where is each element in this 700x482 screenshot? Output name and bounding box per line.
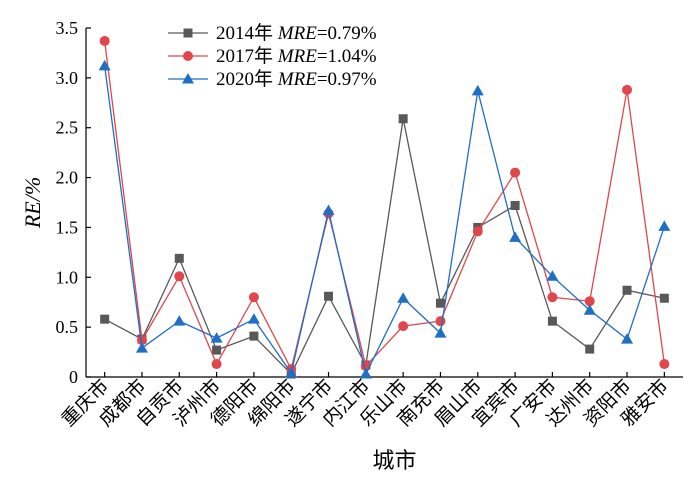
data-point <box>249 331 259 341</box>
data-point <box>248 292 259 303</box>
legend-mre-label: MRE <box>277 46 317 67</box>
series-line <box>104 65 665 376</box>
data-point <box>510 200 520 210</box>
legend-label: 2020年 MRE=0.97% <box>216 68 377 90</box>
data-point <box>136 335 147 346</box>
data-point <box>322 204 335 215</box>
data-point <box>659 359 670 370</box>
data-point <box>585 344 595 354</box>
data-point <box>471 84 484 96</box>
data-point <box>510 167 521 178</box>
data-point <box>434 327 447 338</box>
x-axis-title: 城市 <box>372 448 416 473</box>
data-point <box>183 28 193 38</box>
legend-mre-label: MRE <box>277 69 317 90</box>
data-point <box>183 51 193 61</box>
data-point <box>622 84 633 95</box>
data-point <box>398 114 408 124</box>
data-point <box>397 292 410 303</box>
y-tick-label: 1.5 <box>56 217 79 237</box>
data-point <box>182 73 194 84</box>
data-point <box>435 316 446 327</box>
legend-label: 2017年 MRE=1.04% <box>216 45 377 67</box>
y-tick-label: 0 <box>69 367 78 387</box>
data-point <box>285 367 298 378</box>
data-point <box>98 59 111 71</box>
series-2 <box>98 59 671 379</box>
data-point <box>212 345 222 355</box>
y-tick-label: 2.0 <box>56 168 79 188</box>
data-point <box>546 270 559 281</box>
series-line <box>104 40 665 371</box>
series-line <box>104 118 665 376</box>
legend-item: 2014年 MRE=0.79% <box>168 22 377 44</box>
legend: 2014年 MRE=0.79%2017年 MRE=1.04%2020年 MRE=… <box>168 22 377 90</box>
data-point <box>135 342 148 353</box>
data-point <box>210 332 223 343</box>
legend-year: 2014年 <box>216 22 278 44</box>
data-point <box>435 298 445 308</box>
data-point <box>211 359 222 370</box>
data-point <box>398 321 409 332</box>
data-point <box>324 291 334 301</box>
y-tick-label: 0.5 <box>56 317 79 337</box>
data-point <box>99 35 110 46</box>
data-point <box>583 304 596 315</box>
data-point <box>659 293 669 303</box>
data-point <box>547 316 557 326</box>
data-point <box>173 315 186 326</box>
data-point <box>658 220 671 231</box>
data-point <box>584 296 595 307</box>
data-point <box>509 231 522 242</box>
legend-item: 2017年 MRE=1.04% <box>168 45 377 67</box>
data-point <box>547 292 558 303</box>
legend-year: 2020年 <box>216 68 278 90</box>
data-point <box>359 368 372 379</box>
legend-mre-value: =0.79% <box>317 23 377 44</box>
legend-mre-value: =1.04% <box>317 46 377 67</box>
y-tick-label: 2.5 <box>56 118 79 138</box>
legend-mre-label: MRE <box>277 23 317 44</box>
data-point <box>247 313 260 324</box>
data-point <box>174 271 185 282</box>
data-point <box>622 285 632 295</box>
y-tick-label: 3.5 <box>56 18 79 38</box>
data-point <box>472 226 483 237</box>
legend-mre-value: =0.97% <box>317 69 377 90</box>
legend-item: 2020年 MRE=0.97% <box>168 68 377 90</box>
y-tick-label: 1.0 <box>56 267 79 287</box>
data-point <box>174 253 184 263</box>
legend-label: 2014年 MRE=0.79% <box>216 22 377 44</box>
series-0 <box>100 114 669 379</box>
y-tick-label: 3.0 <box>56 68 79 88</box>
y-axis-title: RE/% <box>20 177 45 229</box>
data-point <box>100 314 110 324</box>
legend-year: 2017年 <box>216 45 278 67</box>
data-point <box>621 333 634 344</box>
